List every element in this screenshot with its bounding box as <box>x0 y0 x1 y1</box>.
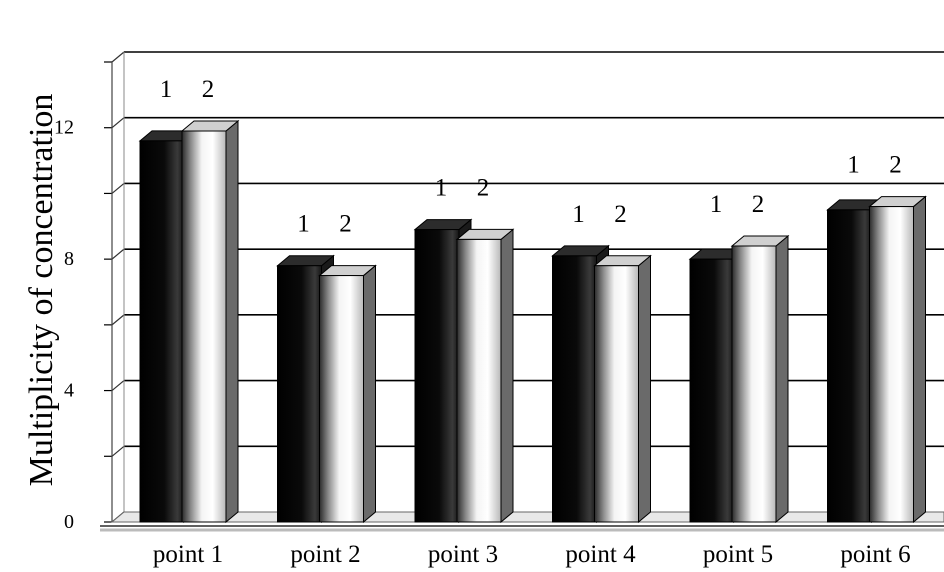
bar-side <box>363 264 376 524</box>
bar-front <box>277 265 322 523</box>
bar-side <box>225 119 239 524</box>
bar-side <box>913 195 926 524</box>
gridline-depth <box>111 248 125 260</box>
series-label: 2 <box>477 175 490 202</box>
bar-front <box>319 275 364 523</box>
bar-side <box>500 228 514 524</box>
x-tick-label: point 5 <box>703 541 773 568</box>
bar-point-4-series-2 <box>593 254 652 524</box>
bar-point-3-series-2 <box>455 228 515 524</box>
bar-point-1-series-2 <box>180 119 240 524</box>
bar-front <box>181 130 227 523</box>
series-label: 1 <box>572 201 585 228</box>
y-tick-label: 8 <box>64 248 74 270</box>
bars <box>138 119 927 524</box>
gridline-depth <box>111 380 125 392</box>
series-label: 2 <box>339 211 352 238</box>
gridline-depth <box>111 182 125 194</box>
x-tick-label: point 3 <box>428 541 498 568</box>
series-label: 1 <box>847 152 860 179</box>
y-tick-label: 0 <box>64 511 74 533</box>
bar-front <box>139 140 185 523</box>
series-label: 1 <box>435 175 448 202</box>
x-tick-label: point 4 <box>565 541 636 568</box>
gridline-depth <box>111 51 125 63</box>
bar-point-6-series-2 <box>868 195 927 524</box>
series-label: 2 <box>614 201 627 228</box>
series-label: 1 <box>160 76 173 103</box>
bar-point-2-series-2 <box>318 264 377 524</box>
bar-front <box>731 245 777 523</box>
series-label: 1 <box>710 191 723 218</box>
gridline-depth <box>111 117 125 129</box>
bar-point-4-series-1 <box>551 244 610 524</box>
bar-front <box>827 209 872 523</box>
series-label: 1 <box>297 211 310 238</box>
y-tick-label: 4 <box>64 380 74 402</box>
y-tick-label: 12 <box>54 117 74 139</box>
x-tick-label: point 1 <box>153 541 223 568</box>
gridline-depth <box>111 314 125 326</box>
bar-front <box>552 255 597 523</box>
bar-side <box>775 234 789 524</box>
bar-front <box>414 229 460 523</box>
bar-front <box>594 265 639 523</box>
series-label: 2 <box>752 191 765 218</box>
bar-side <box>638 254 651 524</box>
bar-point-5-series-2 <box>730 234 790 524</box>
bar-front <box>689 258 735 523</box>
series-label: 2 <box>889 152 902 179</box>
series-label: 2 <box>202 76 215 103</box>
y-axis-label: Multiplicity of concentration <box>23 94 60 487</box>
grid <box>111 51 944 523</box>
gridline-depth <box>111 445 125 457</box>
bar-front <box>869 206 914 523</box>
bar-front <box>456 238 502 523</box>
x-tick-label: point 6 <box>840 541 910 568</box>
x-tick-label: point 2 <box>290 541 360 568</box>
